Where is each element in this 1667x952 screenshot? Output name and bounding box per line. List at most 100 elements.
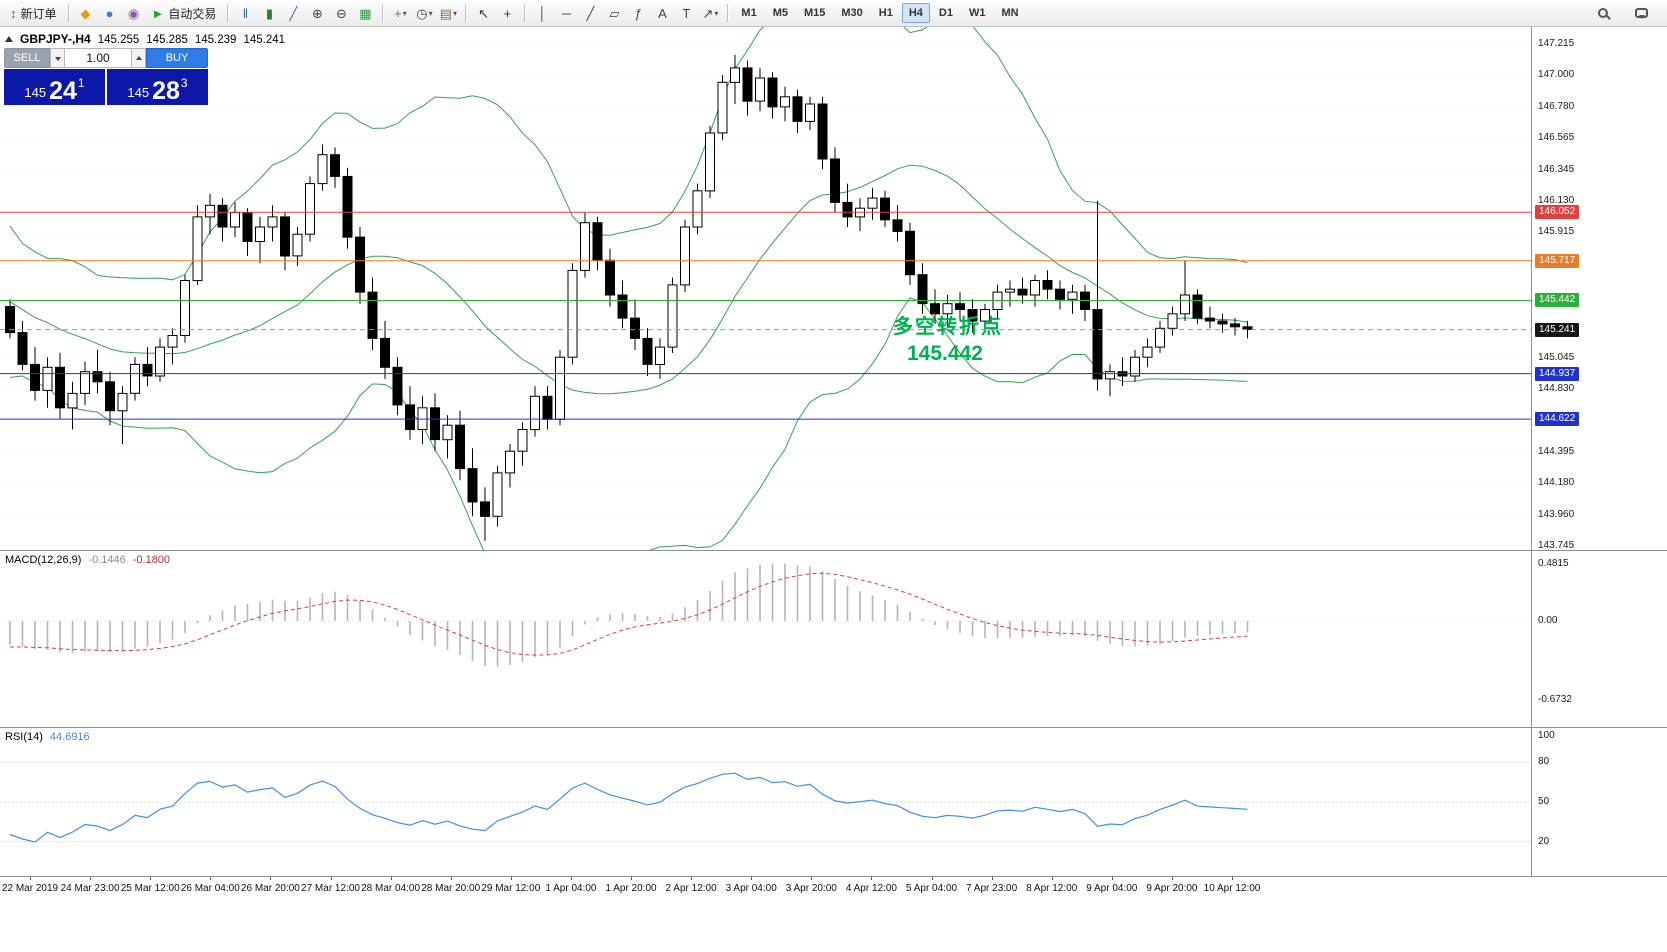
timeframe-m15[interactable]: M15: [803, 7, 826, 19]
timeframe-m30[interactable]: M30: [841, 7, 863, 19]
volume-decrease-button[interactable]: [50, 48, 65, 68]
vertical-line-icon[interactable]: │: [531, 2, 553, 24]
candle-body: [292, 233, 303, 257]
timeframe-m5[interactable]: M5: [772, 7, 788, 19]
autotrading-button[interactable]: ► 自动交易: [146, 2, 223, 24]
macd-signal-value: -0.1800: [132, 554, 171, 566]
timeframe-mn[interactable]: MN: [1001, 7, 1019, 19]
horizontal-line-icon[interactable]: ─: [555, 2, 577, 24]
arrows-icon[interactable]: ↗ ▾: [699, 2, 721, 24]
one-click-trading-panel: SELL BUY 145 24 1 145 28 3: [4, 48, 208, 105]
candle-body: [705, 132, 715, 192]
timeframe-h1[interactable]: H1: [878, 7, 893, 19]
profile-icon[interactable]: ●: [99, 2, 121, 24]
candle-body: [767, 77, 778, 108]
text-icon[interactable]: A: [651, 2, 673, 24]
macd-scale[interactable]: 0.4815 0.00 -0.6732: [1531, 551, 1667, 728]
macd-scale-label: -0.6732: [1538, 694, 1572, 706]
new-order-button[interactable]: ↕ 新订单: [4, 2, 63, 24]
price-level-badge: 145.442: [1535, 293, 1580, 308]
volume-increase-button[interactable]: [131, 48, 146, 68]
time-axis-label: 9 Apr 04:00: [1086, 883, 1138, 894]
trendline-icon[interactable]: ╱: [579, 2, 601, 24]
cursor-icon[interactable]: ↖: [472, 2, 494, 24]
bars-icon[interactable]: ‖: [234, 2, 256, 24]
zoom-out-icon[interactable]: ⊖: [330, 2, 352, 24]
macd-signal-line: [9, 572, 1248, 656]
dropdown-caret-icon[interactable]: ▾: [453, 8, 458, 18]
channel-icon[interactable]: ▱: [603, 2, 625, 24]
candle-body: [117, 392, 128, 412]
time-axis-tick: [330, 877, 332, 880]
volume-input[interactable]: [65, 48, 131, 68]
chart-high-value: 145.285: [146, 34, 188, 46]
sell-price-display[interactable]: 145 24 1: [4, 69, 105, 105]
candle-body: [680, 226, 690, 286]
candle-body: [355, 236, 365, 293]
line-chart-icon[interactable]: ╱: [282, 2, 304, 24]
toolbar: ↕ 新订单 ◆ ● ◉ ► 自动交易 ‖ ▮ ╱ ⊕ ⊖ ▦ + ▾ ◷ ▾ ▤ ▾ ↖ + │ ─ ╱ ▱ ƒ A…: [0, 0, 1667, 27]
timeframe-w1[interactable]: W1: [968, 7, 986, 19]
rsi-pane[interactable]: RSI(14) 44.6916: [0, 728, 1531, 877]
macd-pane[interactable]: MACD(12,26,9) -0.1446 -0.1800: [0, 551, 1531, 728]
timeframe-d1[interactable]: D1: [938, 7, 953, 19]
price-scale[interactable]: 147.215 147.000 146.780 146.565 146.345 146.1…: [1531, 27, 1667, 551]
candle-body: [555, 356, 565, 420]
macd-scale-label: 0.00: [1538, 615, 1558, 626]
candle-body: [730, 67, 740, 83]
arrows-icon: ↗: [702, 5, 714, 21]
time-axis-label: 26 Mar 04:00: [180, 883, 240, 894]
candle-body: [255, 226, 265, 242]
candle-body: [642, 337, 653, 365]
new-order-label: 新订单: [20, 6, 57, 21]
candle-body: [1217, 320, 1228, 325]
macd-canvas[interactable]: [0, 551, 1531, 727]
dropdown-caret-icon[interactable]: ▾: [428, 8, 433, 18]
buy-price-display[interactable]: 145 28 3: [107, 69, 208, 105]
one-click-collapse-icon[interactable]: [5, 36, 13, 42]
fibonacci-icon[interactable]: ƒ: [627, 2, 649, 24]
search-icon[interactable]: [1592, 2, 1614, 24]
candle-body: [630, 317, 640, 339]
community-icon[interactable]: ◉: [123, 2, 145, 24]
candle-body: [67, 392, 78, 409]
candle-body: [455, 424, 465, 470]
rsi-canvas[interactable]: [0, 728, 1531, 876]
candle-body: [1005, 288, 1015, 293]
label-icon[interactable]: T: [675, 2, 697, 24]
rsi-scale-label: 100: [1538, 730, 1555, 741]
zoom-in-icon[interactable]: ⊕: [306, 2, 328, 24]
dropdown-caret-icon[interactable]: ▾: [714, 8, 719, 18]
candle-body: [342, 175, 353, 238]
toolbar-separator: [727, 4, 729, 22]
candle-body: [305, 183, 315, 235]
chat-icon[interactable]: [1630, 2, 1652, 24]
periods-icon[interactable]: ◷ ▾: [413, 2, 435, 24]
time-axis-tick: [1111, 877, 1113, 880]
time-axis-label: 10 Apr 12:00: [1203, 883, 1261, 894]
price-chart-pane[interactable]: GBPJPY-,H4 145.255 145.285 145.239 145.2…: [0, 27, 1531, 551]
candle-body: [892, 219, 903, 232]
candlesticks-icon[interactable]: ▮: [258, 2, 280, 24]
rsi-name: RSI(14): [5, 731, 43, 743]
indicators-icon: +: [394, 5, 402, 21]
rsi-scale[interactable]: 100 80 50 20: [1531, 728, 1667, 877]
sell-price-point: 1: [77, 76, 85, 90]
timeframe-m1[interactable]: M1: [741, 7, 757, 19]
indicators-icon[interactable]: + ▾: [389, 2, 411, 24]
timeframe-h4[interactable]: H4: [901, 3, 930, 23]
tile-windows-icon[interactable]: ▦: [354, 2, 376, 24]
price-level-badge: 144.937: [1535, 366, 1580, 381]
market-icon[interactable]: ◆: [75, 2, 97, 24]
crosshair-icon[interactable]: +: [496, 2, 518, 24]
candle-body: [1230, 323, 1240, 328]
candle-body: [967, 309, 978, 322]
time-axis[interactable]: 22 Mar 2019 24 Mar 23:00 25 Mar 12:00 26 Ma…: [0, 877, 1667, 898]
sell-button[interactable]: SELL: [4, 48, 50, 68]
dropdown-caret-icon[interactable]: ▾: [402, 8, 407, 18]
price-chart-canvas[interactable]: [0, 27, 1531, 550]
templates-icon[interactable]: ▤ ▾: [437, 2, 459, 24]
time-axis-label: 28 Mar 20:00: [421, 883, 481, 894]
buy-button[interactable]: BUY: [146, 48, 208, 68]
price-level-badge: 145.717: [1535, 253, 1580, 268]
